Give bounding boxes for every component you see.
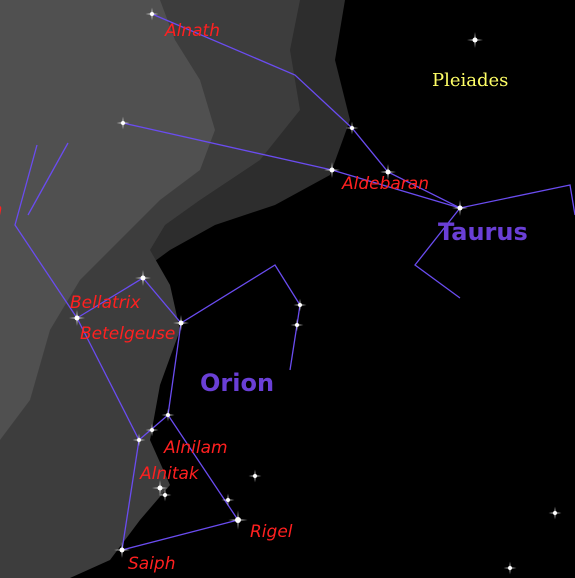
star-label: Rigel: [250, 522, 293, 542]
star-label: a: [0, 200, 2, 220]
star: [137, 438, 141, 442]
star: [235, 517, 241, 523]
star: [150, 12, 154, 16]
star: [553, 511, 557, 515]
star: [298, 303, 302, 307]
star: [458, 206, 463, 211]
star: [75, 316, 80, 321]
star: [121, 121, 125, 125]
star: [163, 493, 167, 497]
star: [253, 474, 257, 478]
star: [158, 486, 163, 491]
star-map: Alnath Pleiades Aldebaran Taurus a Bella…: [0, 0, 575, 578]
star-label: Alnitak: [139, 464, 200, 484]
star: [226, 498, 230, 502]
star: [473, 38, 478, 43]
star: [295, 323, 299, 327]
star: [330, 168, 335, 173]
constellation-label: Orion: [200, 369, 274, 397]
constellation-label: Taurus: [438, 218, 528, 246]
star: [179, 321, 184, 326]
star: [508, 566, 512, 570]
star-label: Alnath: [164, 21, 220, 41]
star: [166, 413, 170, 417]
star: [141, 276, 146, 281]
cluster-label: Pleiades: [432, 70, 508, 91]
star-label: Bellatrix: [70, 293, 141, 313]
star: [350, 126, 354, 130]
star-label: Betelgeuse: [80, 324, 175, 344]
star-label: Aldebaran: [341, 174, 429, 194]
star-label: Alnilam: [163, 438, 228, 458]
star: [120, 548, 125, 553]
star: [150, 428, 154, 432]
star-label: Saiph: [128, 554, 176, 574]
